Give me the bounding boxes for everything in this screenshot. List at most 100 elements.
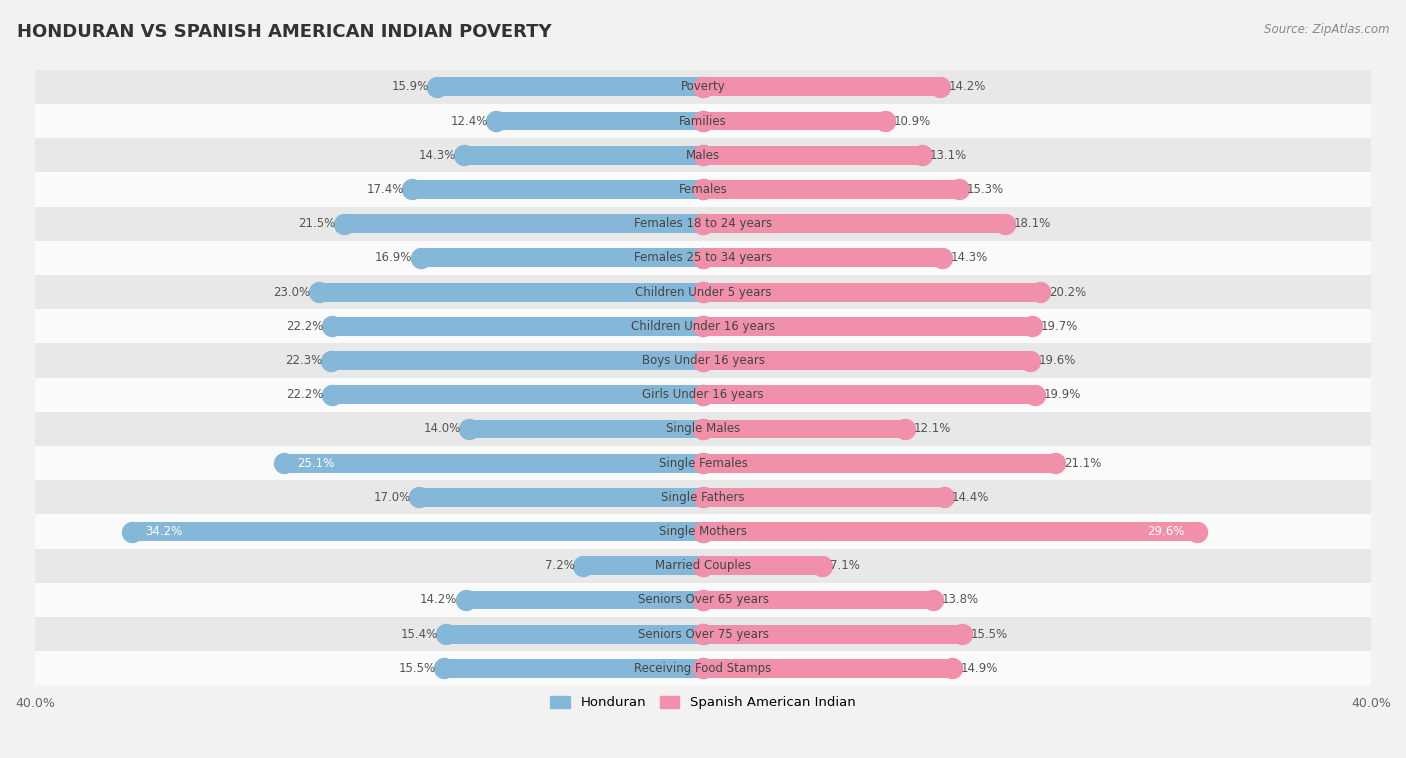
Bar [703, 146, 922, 164]
Text: Source: ZipAtlas.com: Source: ZipAtlas.com [1264, 23, 1389, 36]
Bar [444, 659, 703, 678]
Text: 19.9%: 19.9% [1043, 388, 1081, 401]
Bar [703, 77, 941, 96]
Bar [496, 111, 703, 130]
Text: 14.3%: 14.3% [419, 149, 456, 161]
Text: 14.3%: 14.3% [950, 252, 987, 265]
Text: Children Under 5 years: Children Under 5 years [634, 286, 772, 299]
Text: 13.1%: 13.1% [931, 149, 967, 161]
Bar [35, 412, 1371, 446]
Text: 17.4%: 17.4% [367, 183, 404, 196]
Bar [35, 481, 1371, 515]
Bar [35, 651, 1371, 685]
Text: 25.1%: 25.1% [297, 456, 335, 470]
Bar [703, 283, 1040, 302]
Bar [132, 522, 703, 541]
Text: 10.9%: 10.9% [893, 114, 931, 127]
Text: Receiving Food Stamps: Receiving Food Stamps [634, 662, 772, 675]
Text: Males: Males [686, 149, 720, 161]
Bar [703, 351, 1031, 370]
Bar [703, 215, 1005, 233]
Text: 15.9%: 15.9% [392, 80, 429, 93]
Text: 16.9%: 16.9% [375, 252, 412, 265]
Bar [703, 454, 1056, 472]
Bar [420, 249, 703, 268]
Bar [35, 138, 1371, 172]
Text: Females: Females [679, 183, 727, 196]
Text: 21.1%: 21.1% [1064, 456, 1101, 470]
Text: 14.9%: 14.9% [960, 662, 998, 675]
Text: Boys Under 16 years: Boys Under 16 years [641, 354, 765, 367]
Bar [437, 77, 703, 96]
Text: Single Males: Single Males [666, 422, 740, 435]
Text: 18.1%: 18.1% [1014, 218, 1050, 230]
Text: Single Mothers: Single Mothers [659, 525, 747, 538]
Text: Girls Under 16 years: Girls Under 16 years [643, 388, 763, 401]
Text: 23.0%: 23.0% [273, 286, 311, 299]
Bar [703, 659, 952, 678]
Text: 15.3%: 15.3% [967, 183, 1004, 196]
Text: 12.4%: 12.4% [450, 114, 488, 127]
Bar [35, 70, 1371, 104]
Bar [703, 556, 821, 575]
Bar [464, 146, 703, 164]
Text: Seniors Over 75 years: Seniors Over 75 years [637, 628, 769, 641]
Bar [35, 207, 1371, 241]
Bar [344, 215, 703, 233]
Text: Children Under 16 years: Children Under 16 years [631, 320, 775, 333]
Text: 15.5%: 15.5% [399, 662, 436, 675]
Text: 14.4%: 14.4% [952, 491, 990, 504]
Bar [703, 317, 1032, 336]
Text: 14.0%: 14.0% [423, 422, 461, 435]
Text: 21.5%: 21.5% [298, 218, 336, 230]
Bar [35, 172, 1371, 207]
Bar [35, 583, 1371, 617]
Bar [35, 104, 1371, 138]
Text: HONDURAN VS SPANISH AMERICAN INDIAN POVERTY: HONDURAN VS SPANISH AMERICAN INDIAN POVE… [17, 23, 551, 41]
Bar [35, 549, 1371, 583]
Text: 17.0%: 17.0% [374, 491, 411, 504]
Text: 22.2%: 22.2% [287, 388, 323, 401]
Text: 7.2%: 7.2% [544, 559, 575, 572]
Bar [319, 283, 703, 302]
Bar [703, 590, 934, 609]
Bar [703, 419, 905, 438]
Text: 12.1%: 12.1% [914, 422, 950, 435]
Text: 20.2%: 20.2% [1049, 286, 1085, 299]
Bar [703, 385, 1035, 404]
Bar [35, 515, 1371, 549]
Bar [470, 419, 703, 438]
Text: Married Couples: Married Couples [655, 559, 751, 572]
Text: 22.2%: 22.2% [287, 320, 323, 333]
Text: 29.6%: 29.6% [1147, 525, 1184, 538]
Legend: Honduran, Spanish American Indian: Honduran, Spanish American Indian [546, 691, 860, 715]
Text: Poverty: Poverty [681, 80, 725, 93]
Bar [582, 556, 703, 575]
Bar [330, 351, 703, 370]
Text: 14.2%: 14.2% [949, 80, 986, 93]
Bar [332, 385, 703, 404]
Bar [446, 625, 703, 644]
Text: 22.3%: 22.3% [285, 354, 322, 367]
Bar [703, 625, 962, 644]
Bar [703, 249, 942, 268]
Text: 13.8%: 13.8% [942, 594, 979, 606]
Bar [465, 590, 703, 609]
Text: 15.4%: 15.4% [401, 628, 437, 641]
Bar [412, 180, 703, 199]
Bar [35, 377, 1371, 412]
Text: Single Females: Single Females [658, 456, 748, 470]
Text: 19.6%: 19.6% [1039, 354, 1076, 367]
Text: 19.7%: 19.7% [1040, 320, 1078, 333]
Bar [419, 488, 703, 507]
Bar [35, 343, 1371, 377]
Text: 15.5%: 15.5% [970, 628, 1007, 641]
Text: 7.1%: 7.1% [830, 559, 860, 572]
Text: Females 25 to 34 years: Females 25 to 34 years [634, 252, 772, 265]
Bar [35, 617, 1371, 651]
Bar [703, 111, 884, 130]
Text: 14.2%: 14.2% [420, 594, 457, 606]
Bar [35, 241, 1371, 275]
Text: Families: Families [679, 114, 727, 127]
Bar [703, 522, 1198, 541]
